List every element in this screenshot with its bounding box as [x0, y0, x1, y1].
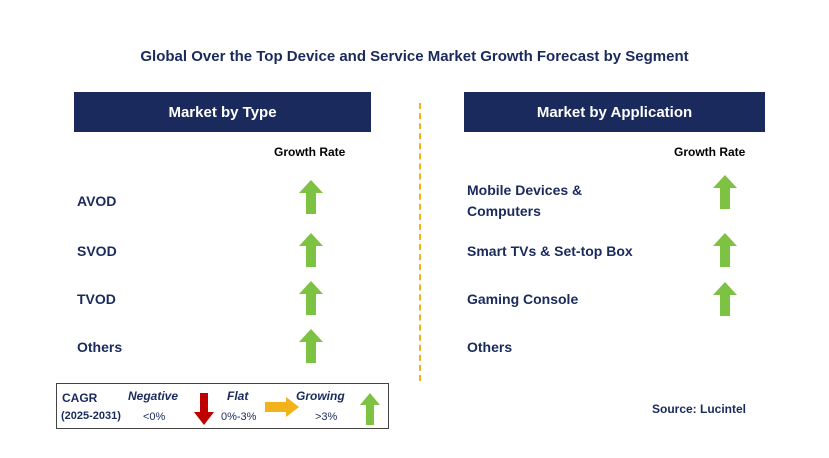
type-row-avod-label: AVOD: [77, 193, 117, 209]
application-row-gaming-label: Gaming Console: [467, 291, 579, 307]
type-growth-rate-header: Growth Rate: [274, 145, 346, 159]
application-panel-header: Market by Application: [464, 92, 765, 132]
type-row-others-label: Others: [77, 339, 123, 355]
legend-growing-label: Growing: [296, 389, 345, 403]
legend-right-arrow-icon: [265, 397, 299, 417]
legend-flat-value: 0%-3%: [221, 411, 257, 423]
application-gaming-up-arrow-icon: [713, 282, 737, 316]
legend-flat-label: Flat: [227, 389, 249, 403]
legend-down-arrow-icon: [194, 393, 214, 425]
type-avod-up-arrow-icon: [299, 180, 323, 214]
legend-period-label: (2025-2031): [61, 410, 121, 422]
type-row-svod-label: SVOD: [77, 243, 117, 259]
chart-title: Global Over the Top Device and Service M…: [140, 48, 689, 65]
legend-up-arrow-icon: [360, 393, 380, 425]
application-row-smart-tv-label: Smart TVs & Set-top Box: [467, 243, 633, 259]
cagr-legend: CAGR (2025-2031) Negative <0% Flat 0%-3%…: [56, 383, 389, 429]
type-panel-header: Market by Type: [74, 92, 371, 132]
application-growth-rate-header: Growth Rate: [674, 145, 746, 159]
application-smart-tv-up-arrow-icon: [713, 233, 737, 267]
type-tvod-up-arrow-icon: [299, 281, 323, 315]
legend-negative-value: <0%: [143, 411, 166, 423]
application-row-mobile-label: Mobile Devices & Computers: [467, 182, 583, 219]
legend-cagr-label: CAGR: [62, 391, 98, 405]
panel-divider: [419, 103, 421, 381]
application-row-others-label: Others: [467, 339, 513, 355]
legend-negative-label: Negative: [128, 389, 179, 403]
type-others-up-arrow-icon: [299, 329, 323, 363]
type-row-tvod-label: TVOD: [77, 291, 116, 307]
legend-growing-value: >3%: [315, 411, 338, 423]
source-label: Source: Lucintel: [652, 402, 747, 416]
type-svod-up-arrow-icon: [299, 233, 323, 267]
application-mobile-up-arrow-icon: [713, 175, 737, 209]
